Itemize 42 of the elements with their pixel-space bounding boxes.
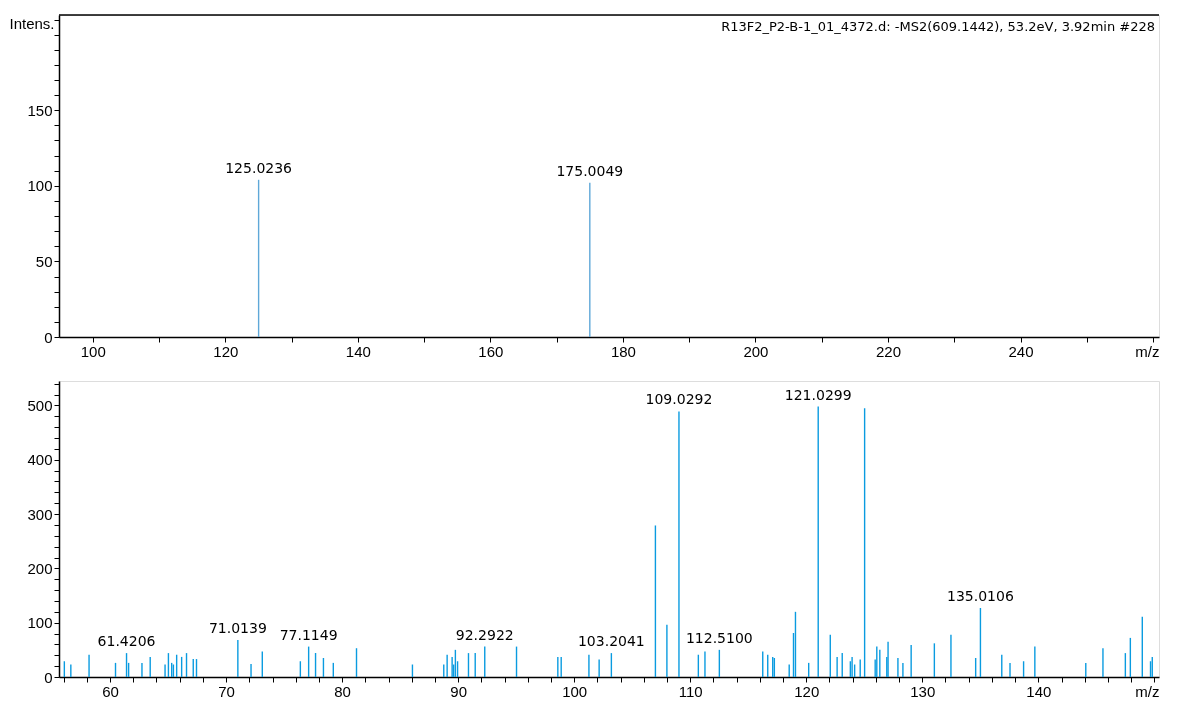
- x-tick-label: 120: [213, 342, 239, 360]
- x-tick-label: 130: [910, 682, 936, 700]
- x-tick-label: 120: [794, 682, 820, 700]
- y-tick-label: 0: [44, 668, 53, 686]
- x-tick-label: 100: [562, 682, 588, 700]
- annotation: 61.4206: [97, 633, 156, 650]
- x-tick-label: 220: [875, 342, 901, 360]
- x-tick-label: 100: [80, 342, 106, 360]
- x-tick-label: 200: [743, 342, 769, 360]
- y-tick-label: 100: [27, 177, 53, 195]
- y-tick-label: 50: [35, 252, 53, 270]
- y-axis-title: Intens.: [9, 14, 55, 32]
- y-tick-label: 200: [27, 559, 53, 577]
- x-tick-label: 180: [610, 342, 636, 360]
- annotation: 71.0139: [208, 620, 267, 637]
- annotation: 125.0236: [225, 159, 293, 176]
- x-tick-label: 80: [334, 682, 351, 700]
- annotation: R13F2_P2-B-1_01_4372.d: -MS2(609.1442), 53.2eV, 3.92min #228: [721, 19, 1155, 34]
- x-tick-label: 140: [345, 342, 371, 360]
- y-tick-label: 100: [27, 614, 53, 632]
- y-tick-label: 400: [27, 451, 53, 469]
- x-tick-label: 160: [478, 342, 504, 360]
- annotation: 103.2041: [577, 633, 645, 650]
- y-tick-label: 0: [44, 328, 53, 346]
- x-tick-label: 110: [678, 682, 703, 700]
- x-tick-label: 140: [1026, 682, 1052, 700]
- annotation: 77.1149: [279, 626, 338, 643]
- annotation: 109.0292: [645, 391, 713, 408]
- annotation: 112.5100: [685, 629, 753, 646]
- x-axis-title: m/z: [1135, 342, 1160, 360]
- x-tick-label: 90: [450, 682, 467, 700]
- annotation: 121.0299: [784, 386, 852, 403]
- x-tick-label: 240: [1008, 342, 1034, 360]
- annotation: 92.2922: [455, 626, 514, 643]
- y-tick-label: 150: [27, 101, 53, 119]
- y-tick-label: 500: [27, 396, 53, 414]
- annotation: 175.0049: [556, 162, 624, 179]
- x-tick-label: 60: [102, 682, 119, 700]
- x-tick-label: 70: [218, 682, 235, 700]
- x-axis-title: m/z: [1135, 682, 1160, 700]
- annotation: 135.0106: [947, 588, 1014, 605]
- y-tick-label: 300: [27, 505, 53, 523]
